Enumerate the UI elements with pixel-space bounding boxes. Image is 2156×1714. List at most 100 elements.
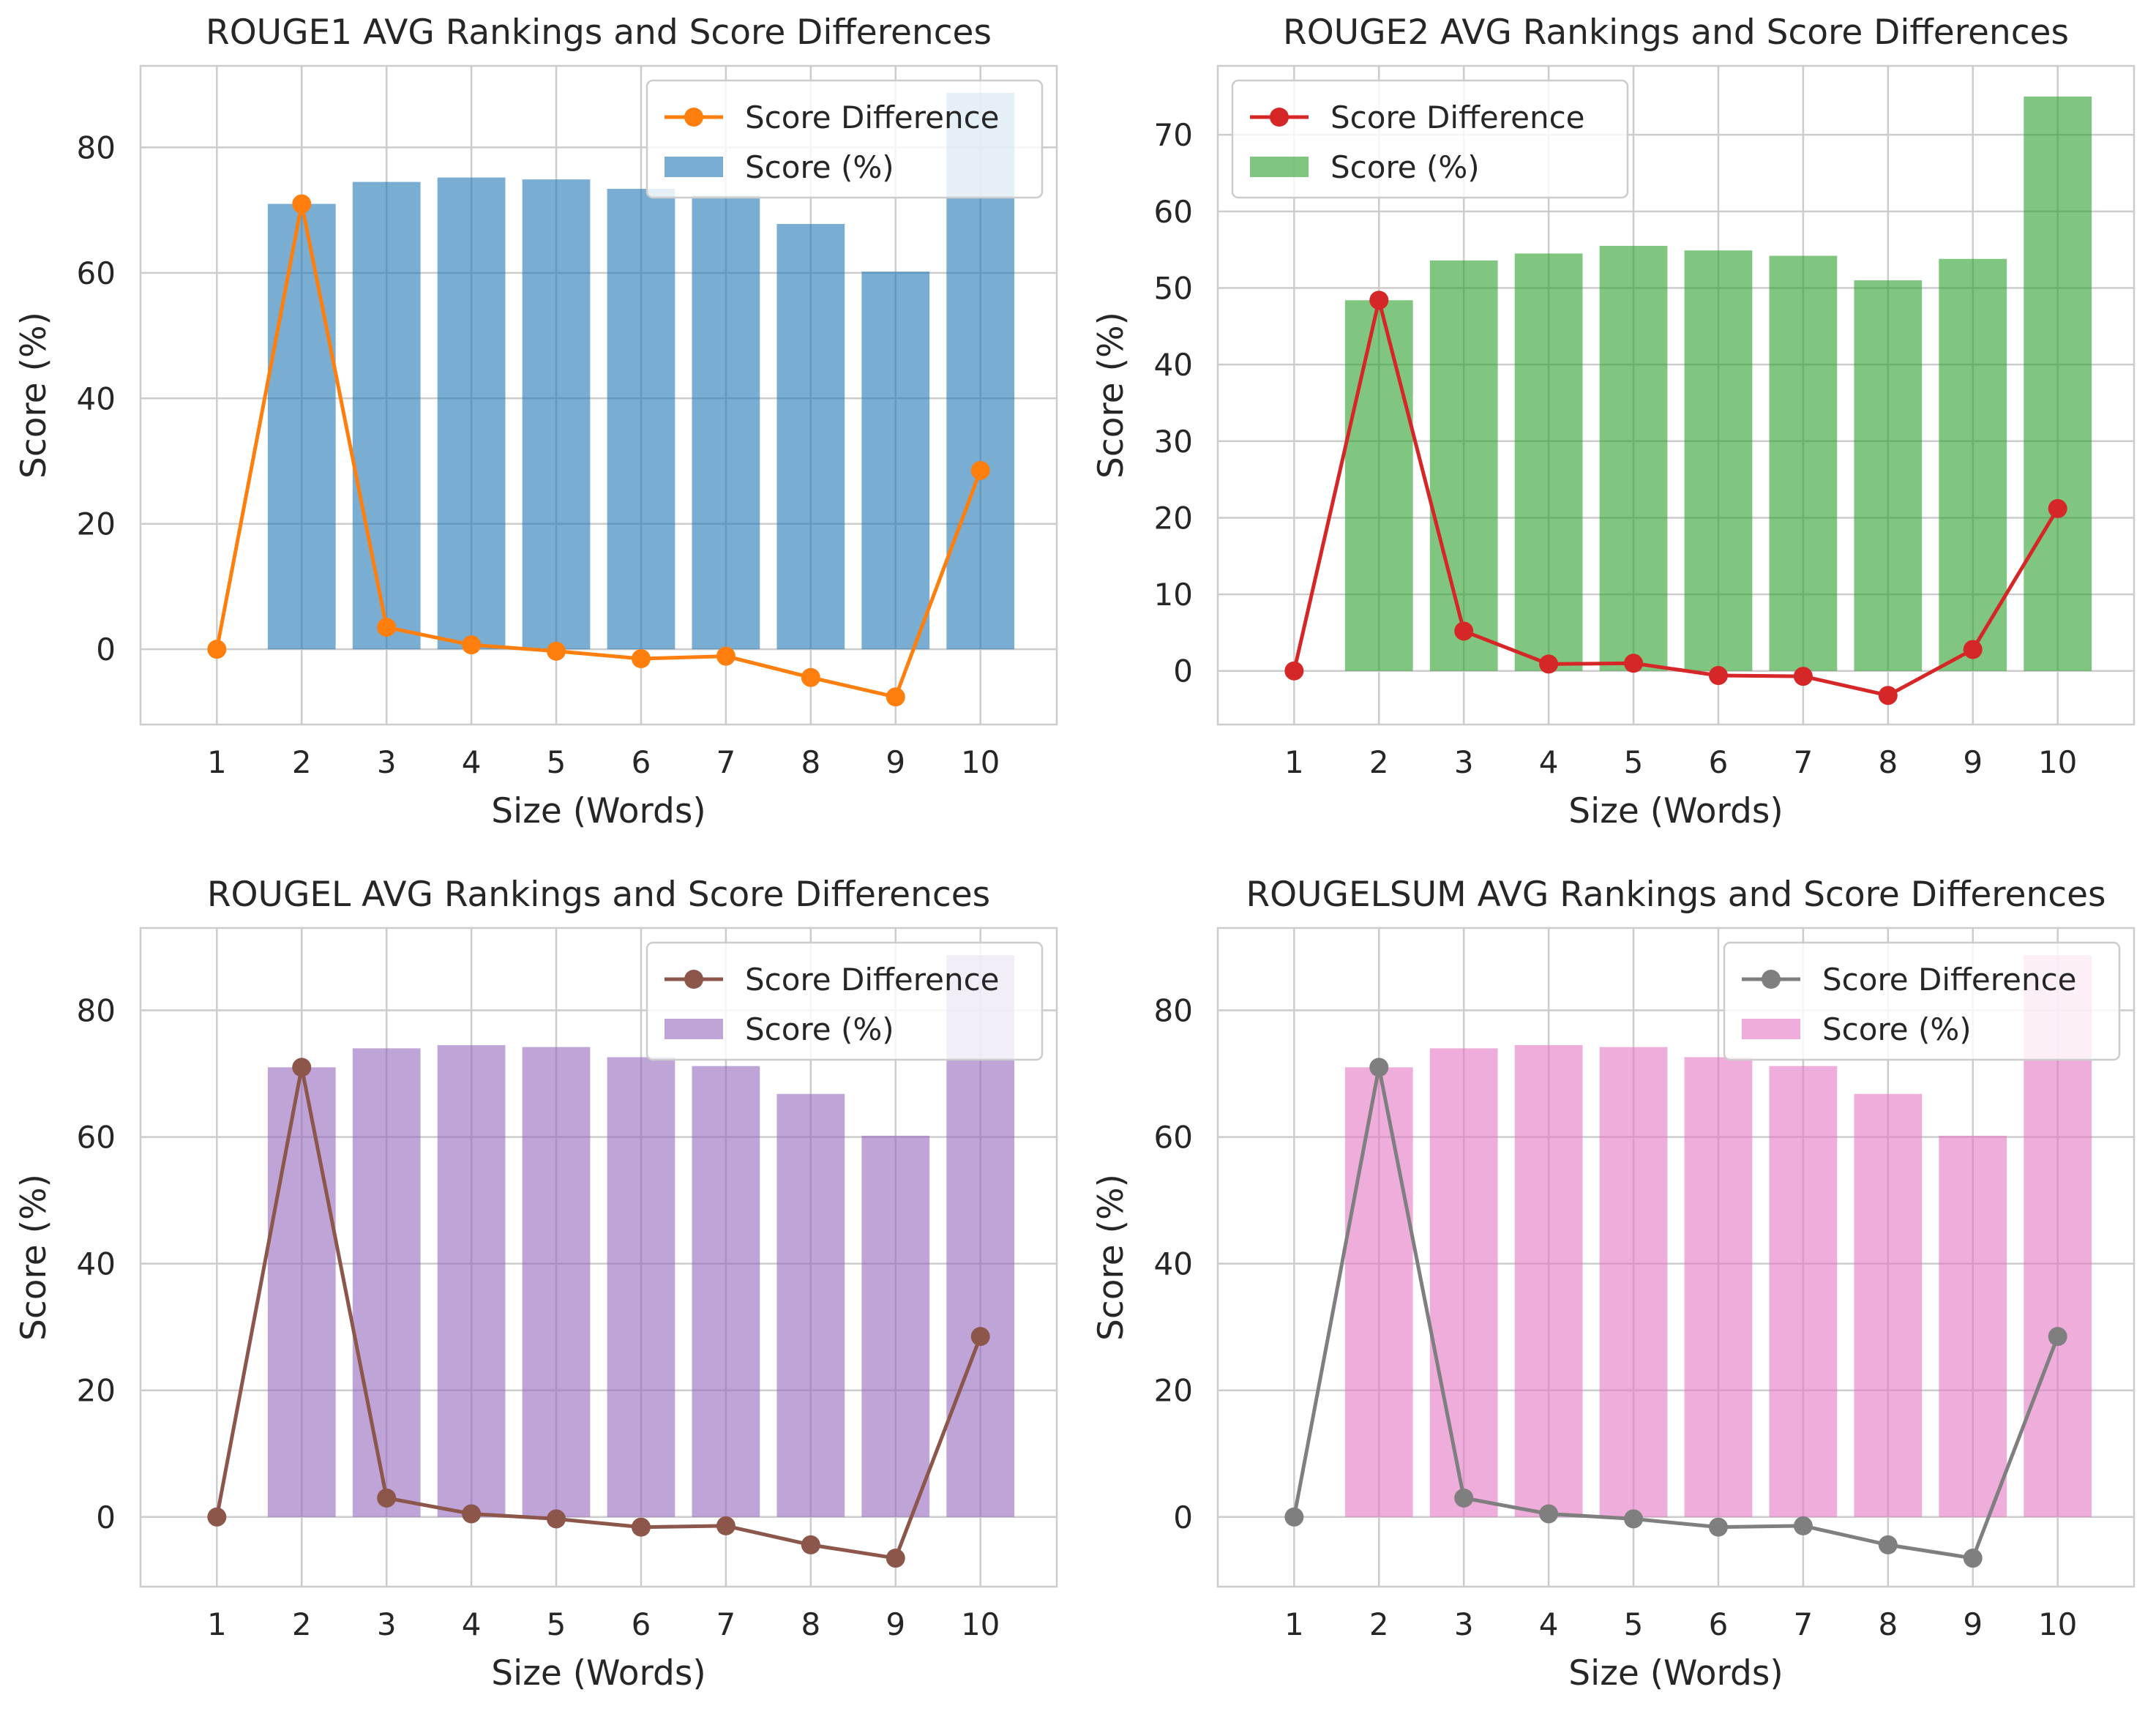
bar [861, 1135, 930, 1517]
x-tick-label: 5 [1624, 1606, 1644, 1642]
y-tick-label: 20 [1154, 1373, 1193, 1409]
y-tick-label: 60 [77, 1120, 116, 1156]
x-tick-label: 2 [1369, 744, 1389, 780]
score-difference-line [214, 1065, 983, 1560]
y-axis-label: Score (%) [1091, 1174, 1131, 1341]
x-tick-label: 3 [377, 1606, 397, 1642]
legend-label: Score (%) [745, 1011, 894, 1047]
y-tick-label: 40 [1154, 1246, 1193, 1282]
legend-line-marker [684, 108, 703, 127]
bar [1429, 260, 1498, 671]
legend-line-marker [1270, 108, 1289, 127]
y-tick-label: 40 [77, 1246, 116, 1282]
line-point [801, 667, 820, 687]
legend-label: Score Difference [1822, 962, 2077, 998]
line-point [1539, 654, 1559, 674]
y-tick-label: 0 [96, 1500, 116, 1535]
legend-bar-swatch [665, 157, 723, 177]
legend-frame [645, 941, 1044, 1061]
bar [437, 1045, 506, 1517]
bar [522, 1047, 591, 1517]
bar [861, 272, 930, 650]
line-point [716, 646, 735, 666]
line-point [1284, 1507, 1304, 1527]
line-point [2048, 498, 2067, 518]
legend: Score Difference Score (%) [1231, 79, 1629, 199]
bar [1684, 1057, 1753, 1517]
line-point [462, 635, 482, 655]
legend-label: Score (%) [1330, 149, 1480, 185]
y-tick-label: 0 [1173, 654, 1193, 689]
line-point [631, 1517, 651, 1537]
x-tick-label: 8 [1878, 744, 1898, 780]
x-tick-label: 9 [1963, 744, 1983, 780]
chart-3: 1 2 3 4 5 6 7 8 9 10 0 20 40 60 80 ROUGEL AVG Rankings … [14, 875, 1058, 1694]
x-tick-label: 5 [1624, 744, 1644, 780]
y-tick-label: 60 [77, 255, 116, 291]
x-tick-label: 10 [2038, 744, 2077, 780]
legend-bar-swatch [665, 1019, 723, 1039]
x-tick-label: 2 [292, 744, 312, 780]
bar [1939, 1135, 2007, 1517]
y-tick-label: 60 [1154, 1120, 1193, 1156]
bar [1599, 245, 1668, 671]
y-tick-label: 80 [1154, 993, 1193, 1029]
line-point [1878, 1535, 1898, 1554]
line-point [1284, 661, 1304, 681]
y-tick-label: 40 [77, 381, 116, 416]
chart-title: ROUGE2 AVG Rankings and Score Difference… [1283, 12, 2069, 53]
y-tick-label: 60 [1154, 194, 1193, 230]
score-difference-line [1292, 298, 2059, 697]
line-point [1624, 654, 1644, 673]
line-point [1369, 1058, 1389, 1077]
x-axis-label: Size (Words) [491, 1653, 705, 1694]
x-tick-label: 2 [1369, 1606, 1389, 1642]
bar [352, 181, 421, 650]
line-point [207, 640, 227, 659]
line-point [801, 1535, 820, 1554]
x-tick-label: 1 [1284, 744, 1304, 780]
bar [1939, 258, 2007, 671]
line-point [631, 649, 651, 668]
bar [607, 1057, 675, 1517]
line-point [1878, 686, 1898, 706]
line-point [970, 1327, 990, 1347]
x-tick-label: 8 [1878, 1606, 1898, 1642]
x-tick-label: 4 [1539, 744, 1559, 780]
legend: Score Difference Score (%) [645, 79, 1044, 199]
legend-label: Score Difference [1330, 100, 1585, 135]
x-tick-label: 7 [716, 1606, 736, 1642]
x-tick-label: 4 [462, 1606, 482, 1642]
bar [1769, 1066, 1838, 1517]
x-axis-label: Size (Words) [1568, 1653, 1783, 1694]
bar [1599, 1047, 1668, 1517]
bar [267, 1067, 336, 1517]
x-tick-label: 10 [961, 1606, 1000, 1642]
line-point [1708, 666, 1728, 686]
bar [2024, 96, 2092, 671]
bar [1344, 1067, 1413, 1517]
y-axis-label: Score (%) [1091, 312, 1131, 479]
x-tick-label: 8 [801, 744, 820, 780]
bar [267, 203, 336, 650]
line-point [886, 1549, 905, 1568]
bar [1514, 253, 1583, 671]
line-point [1454, 1488, 1474, 1508]
x-tick-label: 6 [1709, 744, 1729, 780]
y-tick-label: 20 [77, 506, 116, 542]
x-tick-label: 2 [292, 1606, 312, 1642]
y-tick-label: 70 [1154, 117, 1193, 153]
line-point [547, 1509, 566, 1529]
bar [692, 1066, 760, 1517]
legend-label: Score (%) [745, 149, 894, 185]
line-point [462, 1504, 482, 1524]
line-point [1963, 640, 1983, 659]
x-tick-label: 7 [1794, 1606, 1813, 1642]
y-tick-label: 20 [77, 1373, 116, 1409]
x-tick-label: 6 [632, 744, 651, 780]
legend-frame [645, 79, 1044, 199]
legend-frame [1231, 79, 1629, 199]
y-tick-label: 40 [1154, 347, 1193, 383]
bar [1684, 250, 1753, 671]
